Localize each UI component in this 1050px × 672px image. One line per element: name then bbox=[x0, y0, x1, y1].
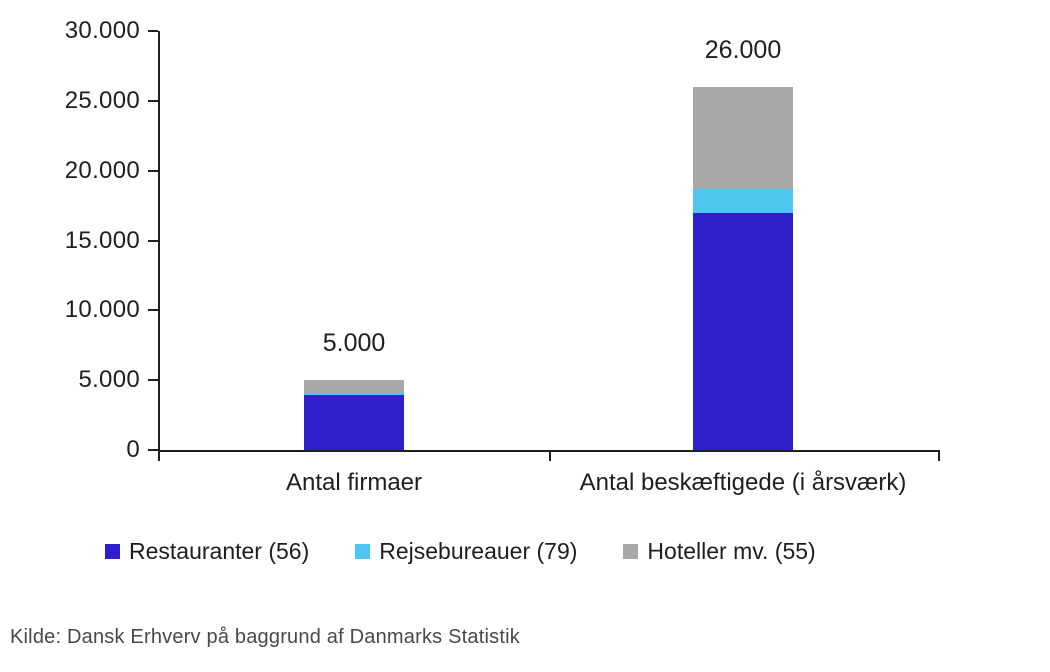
y-axis-tick bbox=[148, 449, 158, 451]
bar-segment-hoteller-mv bbox=[304, 380, 404, 393]
legend-label: Restauranter (56) bbox=[129, 538, 310, 564]
bar-segment-restauranter bbox=[693, 212, 793, 450]
y-axis-tick bbox=[148, 169, 158, 172]
legend-label: Rejsebureauer (79) bbox=[379, 538, 578, 564]
y-axis-line bbox=[158, 31, 160, 452]
y-axis-tick-label: 10.000 bbox=[64, 296, 140, 324]
bar-segment-rejsebureauer bbox=[693, 188, 793, 213]
legend-item: Hoteller mv. (55) bbox=[623, 538, 816, 565]
legend: Restauranter (56) Rejsebureauer (79) Hotel… bbox=[105, 538, 816, 565]
y-axis-tick-label: 15.000 bbox=[64, 226, 140, 254]
y-axis-tick-label: 5.000 bbox=[78, 366, 140, 394]
x-axis-tick bbox=[158, 450, 160, 461]
category-label: Antal beskæftigede (i årsværk) bbox=[579, 469, 907, 496]
source-text: Kilde: Dansk Erhverv på baggrund af Danm… bbox=[10, 626, 520, 648]
y-axis-tick bbox=[148, 379, 158, 382]
y-axis-tick-label: 0 bbox=[126, 436, 140, 463]
y-axis-tick bbox=[148, 99, 158, 102]
category-label: Antal firmaer bbox=[285, 469, 423, 496]
legend-swatch bbox=[105, 544, 120, 559]
bar-segment-rejsebureauer bbox=[304, 392, 404, 395]
y-axis-tick bbox=[148, 239, 158, 242]
y-axis-tick bbox=[148, 309, 158, 312]
legend-swatch bbox=[355, 544, 371, 559]
legend-label: Hoteller mv. (55) bbox=[647, 538, 816, 564]
bar-segment-restauranter bbox=[304, 394, 404, 450]
y-axis-tick bbox=[148, 30, 158, 32]
y-axis-tick-label: 20.000 bbox=[64, 156, 140, 184]
bar-total-label: 26.000 bbox=[704, 35, 782, 64]
legend-item: Restauranter (56) bbox=[105, 538, 309, 565]
bar-total-label: 5.000 bbox=[322, 329, 386, 358]
y-axis-tick-label: 25.000 bbox=[64, 86, 140, 114]
legend-swatch bbox=[623, 544, 639, 559]
x-axis-tick bbox=[549, 450, 551, 461]
y-axis-tick-label: 30.000 bbox=[64, 17, 140, 44]
bar-segment-hoteller-mv bbox=[693, 86, 793, 189]
legend-item: Rejsebureauer (79) bbox=[355, 538, 577, 565]
x-axis-tick bbox=[938, 450, 940, 461]
